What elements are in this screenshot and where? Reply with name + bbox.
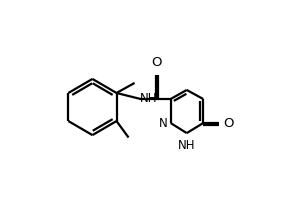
Text: NH: NH xyxy=(139,93,157,105)
Text: O: O xyxy=(151,56,161,69)
Text: NH: NH xyxy=(178,139,195,152)
Text: N: N xyxy=(159,117,168,129)
Text: O: O xyxy=(223,117,233,129)
